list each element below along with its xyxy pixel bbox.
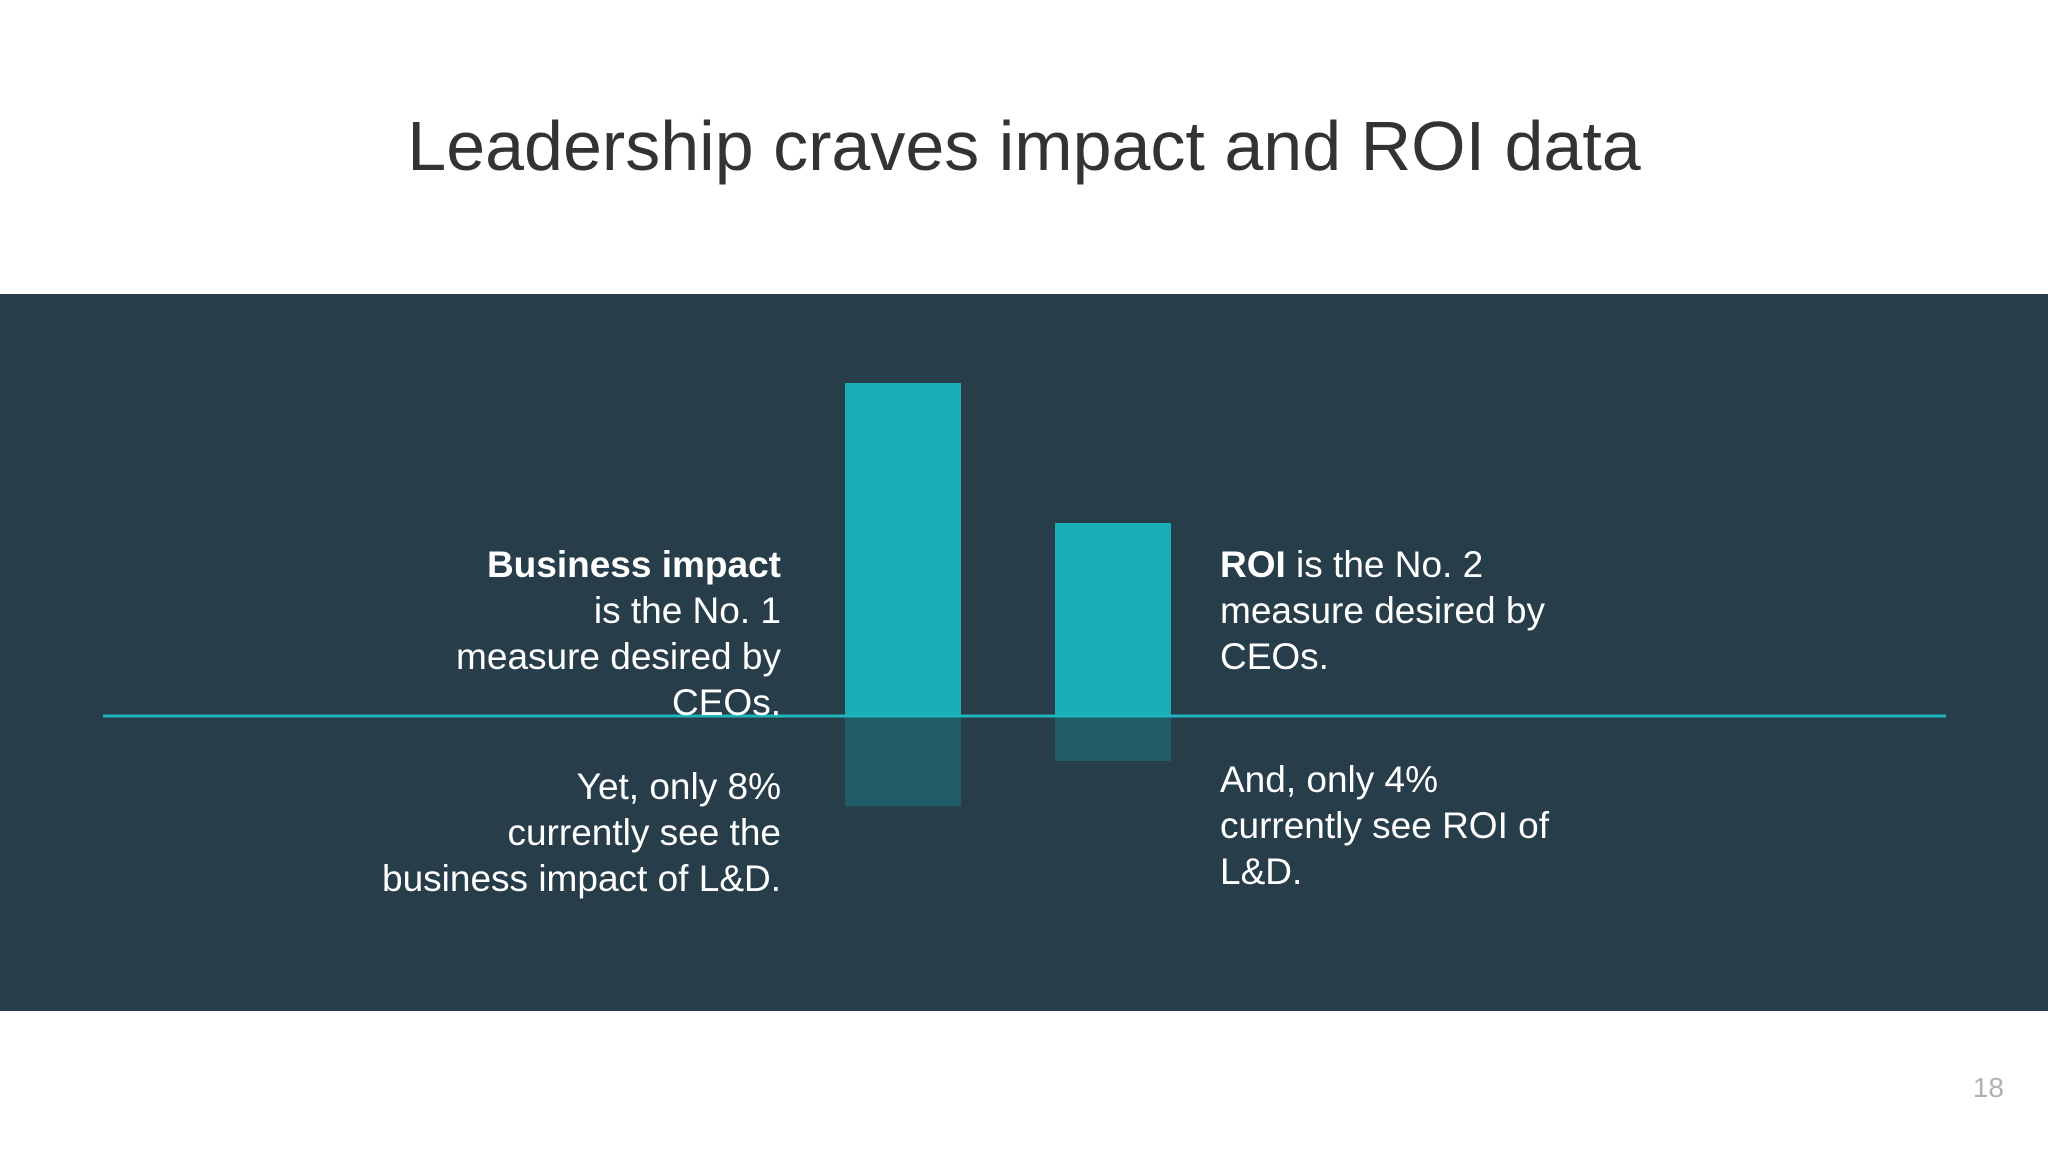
- roi-heading: ROI: [1220, 544, 1286, 585]
- percent-bar-2: [1055, 716, 1171, 761]
- business-impact-description: Business impact is the No. 1 measure des…: [321, 542, 781, 726]
- percent-bar-1: [845, 716, 961, 806]
- roi-line-1-rest: is the No. 2: [1285, 544, 1484, 585]
- rank-bar-2: [1055, 523, 1171, 716]
- business-impact-stat: Yet, only 8% currently see the business …: [321, 764, 781, 902]
- roi-stat-line-3: L&D.: [1220, 851, 1303, 892]
- business-impact-line-3: CEOs.: [672, 682, 781, 723]
- roi-line-3: CEOs.: [1220, 636, 1329, 677]
- business-impact-line-2: measure desired by: [456, 636, 781, 677]
- roi-line-2: measure desired by: [1220, 590, 1545, 631]
- roi-stat: And, only 4% currently see ROI of L&D.: [1220, 757, 1620, 895]
- business-impact-heading: Business impact: [486, 544, 781, 585]
- business-impact-stat-line-3: business impact of L&D.: [382, 858, 781, 899]
- slide-title: Leadership craves impact and ROI data: [407, 107, 1641, 185]
- rank-bar-1: [845, 383, 961, 716]
- content-band: Business impact is the No. 1 measure des…: [0, 294, 2048, 1011]
- business-impact-stat-line-2: currently see the: [507, 812, 781, 853]
- business-impact-line-1: is the No. 1: [593, 590, 781, 631]
- roi-description: ROI is the No. 2 measure desired by CEOs…: [1220, 542, 1620, 680]
- page-number: 18: [1972, 1072, 2004, 1103]
- impact-roi-chart: [103, 383, 1946, 806]
- business-impact-stat-line-1: Yet, only 8%: [576, 766, 781, 807]
- roi-line-1: ROI is the No. 2: [1220, 542, 1620, 588]
- roi-stat-line-1: And, only 4%: [1220, 759, 1439, 800]
- roi-stat-line-2: currently see ROI of: [1220, 805, 1550, 846]
